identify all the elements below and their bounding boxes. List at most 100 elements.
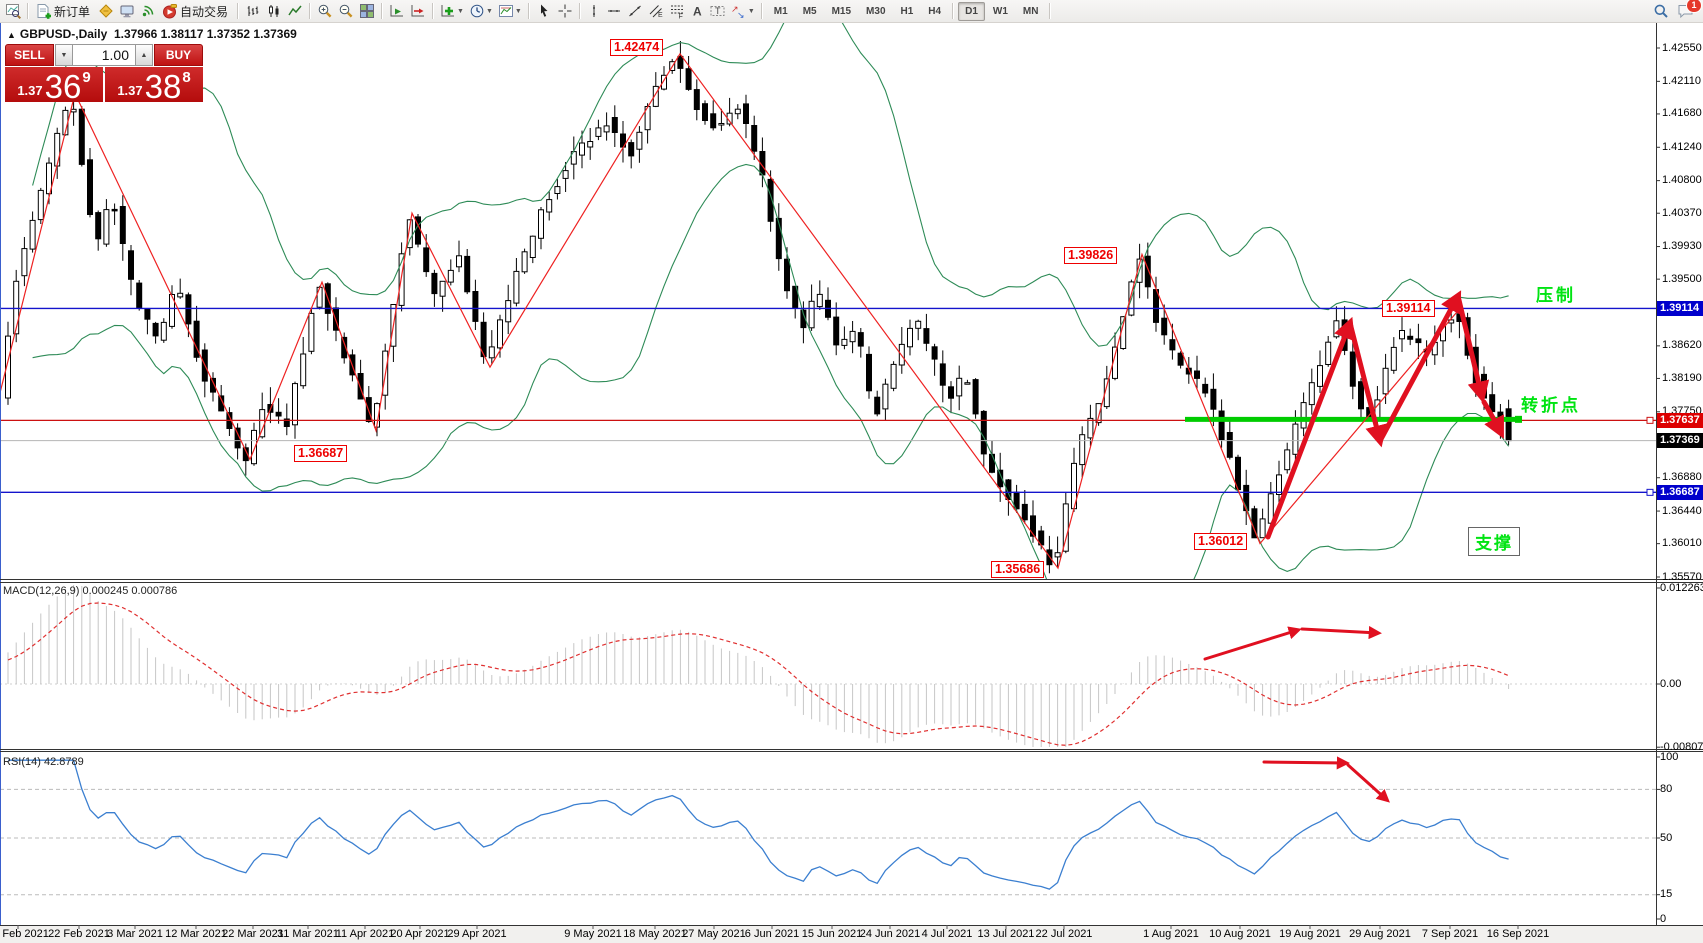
buy-price-display[interactable]: 1.37 38 8 — [105, 67, 203, 105]
chevron-down-icon: ▼ — [60, 51, 68, 59]
trend-line-icon — [627, 3, 643, 19]
chart-shift-button[interactable] — [408, 1, 428, 21]
text-tool-button[interactable]: A — [688, 1, 706, 21]
buy-button[interactable]: BUY — [154, 44, 203, 66]
auto-scroll-icon — [389, 3, 405, 19]
volume-decrease-button[interactable]: ▼ — [55, 44, 73, 66]
tab-timeframe-m15[interactable]: M15 — [831, 5, 852, 17]
chart-title: ▲ GBPUSD-,Daily 1.37966 1.38117 1.37352 1… — [7, 27, 297, 41]
new-order-icon — [35, 3, 52, 20]
svg-text:↗: ↗ — [731, 4, 739, 14]
bar-chart-button[interactable] — [243, 1, 263, 21]
candlestick-chart-icon — [266, 3, 282, 19]
tile-windows-icon — [359, 3, 375, 19]
sell-button[interactable]: SELL — [5, 44, 54, 66]
tab-timeframe-h1[interactable]: H1 — [900, 5, 914, 17]
signals-icon — [140, 3, 156, 19]
templates-button[interactable]: ▼ — [496, 1, 524, 21]
chart-preview-button[interactable] — [3, 1, 23, 21]
equidistant-channel-icon: E — [648, 3, 664, 19]
toolbar-separator — [578, 3, 581, 19]
dropdown-arrow-icon: ▼ — [485, 7, 493, 15]
crosshair-button[interactable] — [555, 1, 575, 21]
line-chart-icon — [287, 3, 303, 19]
volume-increase-button[interactable]: ▲ — [135, 44, 153, 66]
vertical-line-button[interactable] — [585, 1, 603, 21]
zoom-out-button[interactable] — [336, 1, 356, 21]
sell-price-display[interactable]: 1.37 36 9 — [5, 67, 103, 103]
buy-price-point: 8 — [182, 69, 191, 86]
periods-clock-icon — [469, 3, 485, 19]
tab-timeframe-d1[interactable]: D1 — [958, 1, 985, 21]
tile-windows-button[interactable] — [357, 1, 377, 21]
periods-button[interactable]: ▼ — [467, 1, 495, 21]
date-axis-strip[interactable] — [0, 926, 1703, 943]
market-watch-icon — [98, 3, 114, 19]
dropdown-arrow-icon: ▼ — [457, 7, 464, 15]
toolbar-separator — [27, 3, 29, 19]
vertical-line-icon — [587, 3, 601, 19]
main-toolbar: 新订单 自动交易 ▼ ▼ ▼ E F A T ↗ ↘ ▼ M1 M5 M15 M30… — [0, 0, 1703, 23]
tab-timeframe-h4[interactable]: H4 — [928, 5, 942, 17]
collapse-icon: ▲ — [7, 30, 16, 40]
dropdown-arrow-icon: ▼ — [514, 7, 522, 15]
crosshair-icon — [557, 3, 573, 19]
arrows-tool-button[interactable]: ↗ ↘ ▼ — [729, 1, 757, 21]
svg-text:A: A — [693, 5, 702, 19]
text-icon: A — [690, 3, 704, 19]
signals-button[interactable] — [138, 1, 158, 21]
chat-button[interactable]: 1 — [1675, 0, 1702, 21]
terminal-icon — [119, 3, 135, 19]
toolbar-separator — [432, 3, 435, 19]
text-label-button[interactable]: T — [707, 1, 728, 21]
toolbar-separator — [1049, 3, 1052, 19]
svg-text:T: T — [715, 6, 721, 16]
main-pane-graphics — [0, 23, 1656, 580]
market-watch-button[interactable] — [96, 1, 116, 21]
text-label-icon: T — [709, 3, 726, 19]
tab-timeframe-m1[interactable]: M1 — [773, 5, 788, 17]
tab-timeframe-m5[interactable]: M5 — [802, 5, 817, 17]
candles — [5, 41, 1512, 574]
indicators-add-button[interactable]: ▼ — [438, 1, 466, 21]
toolbar-separator — [760, 3, 763, 19]
cursor-icon — [536, 3, 552, 19]
buy-price-prefix: 1.37 — [117, 83, 143, 98]
bar-chart-icon — [245, 3, 261, 19]
buy-price-pips: 38 — [144, 68, 182, 105]
terminal-button[interactable] — [117, 1, 137, 21]
candlestick-chart-button[interactable] — [264, 1, 284, 21]
zoom-in-icon — [317, 3, 333, 19]
auto-trading-button[interactable]: 自动交易 — [159, 1, 233, 21]
tab-timeframe-w1[interactable]: W1 — [992, 5, 1008, 17]
horizontal-line-icon — [606, 3, 622, 19]
zoom-in-button[interactable] — [315, 1, 335, 21]
new-order-button[interactable]: 新订单 — [33, 1, 95, 21]
templates-icon — [498, 3, 514, 19]
fibonacci-button[interactable]: F — [667, 1, 687, 21]
sell-price-prefix: 1.37 — [17, 83, 43, 98]
tab-timeframe-m30[interactable]: M30 — [866, 5, 886, 17]
volume-input[interactable] — [73, 44, 135, 66]
auto-trading-label: 自动交易 — [180, 4, 229, 19]
trend-line-button[interactable] — [625, 1, 645, 21]
equidistant-channel-button[interactable]: E — [646, 1, 666, 21]
macd-pane-graphics — [0, 585, 1656, 747]
toolbar-separator — [381, 3, 384, 19]
chart-ohlc-values: 1.37966 1.38117 1.37352 1.37369 — [113, 27, 297, 41]
fibonacci-icon: F — [669, 3, 685, 19]
search-button[interactable] — [1651, 1, 1671, 21]
line-chart-button[interactable] — [285, 1, 305, 21]
rsi-indicator-label: RSI(14) 42.8789 — [3, 756, 84, 768]
new-order-label: 新订单 — [54, 4, 91, 19]
zoom-out-icon — [338, 3, 354, 19]
toolbar-separator — [952, 3, 955, 19]
cursor-button[interactable] — [534, 1, 554, 21]
svg-text:F: F — [678, 14, 682, 20]
tab-timeframe-mn[interactable]: MN — [1022, 5, 1039, 17]
auto-scroll-button[interactable] — [387, 1, 407, 21]
horizontal-line-button[interactable] — [604, 1, 624, 21]
chart-preview-icon — [5, 3, 21, 19]
